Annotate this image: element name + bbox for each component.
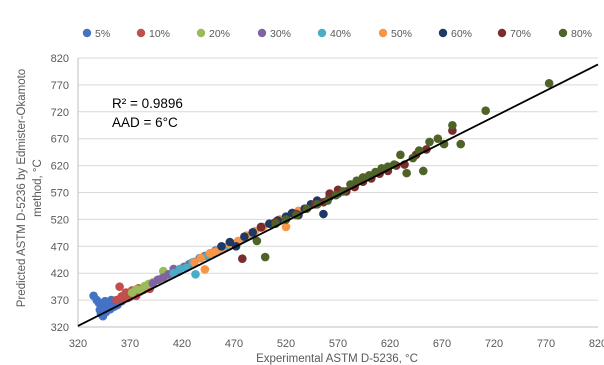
legend-label: 20% (209, 28, 230, 40)
legend-label: 10% (149, 28, 170, 40)
x-tick-label: 820 (589, 338, 604, 350)
legend-label: 40% (330, 28, 351, 40)
aad-annotation: AAD = 6°C (112, 115, 178, 130)
y-tick-label: 770 (51, 80, 69, 92)
legend-label: 5% (95, 28, 110, 40)
legend-label: 80% (571, 28, 592, 40)
x-tick-label: 770 (537, 338, 555, 350)
y-tick-label: 570 (51, 188, 69, 200)
legend-item: 60% (438, 28, 472, 40)
x-tick-label: 720 (485, 338, 503, 350)
data-point (481, 106, 490, 116)
legend-item: 10% (136, 28, 170, 40)
legend-item: 5% (82, 28, 110, 40)
r-squared-annotation: R² = 0.9896 (112, 96, 183, 111)
data-point (433, 134, 443, 143)
x-axis-title: Experimental ASTM D-5236, °C (256, 353, 418, 365)
data-point (448, 120, 457, 130)
data-point (281, 222, 291, 232)
x-tick-label: 520 (277, 338, 295, 350)
x-tick-label: 470 (225, 338, 243, 350)
legend-marker (378, 28, 388, 38)
y-tick-label: 820 (51, 53, 69, 65)
data-point (256, 223, 266, 232)
y-tick-label: 470 (51, 241, 69, 253)
y-tick-label: 420 (51, 268, 69, 280)
legend-marker (438, 28, 448, 38)
data-point (402, 168, 411, 178)
data-point (200, 265, 210, 274)
y-tick-label: 720 (51, 107, 69, 119)
data-point (544, 78, 554, 88)
legend-marker (136, 28, 146, 38)
legend: 5% 10% 20% 30% 40% 50% 60% 70% 80% (82, 28, 592, 40)
data-point (396, 150, 405, 160)
legend-marker (317, 28, 327, 38)
data-point (346, 180, 355, 189)
data-point (190, 258, 199, 267)
legend-marker (497, 28, 507, 38)
x-tick-label: 670 (433, 338, 451, 350)
x-tick-label: 320 (69, 338, 87, 350)
tick-labels: 320 370 420 470 520 570 620 670 720 770 820 320 370 4… (51, 53, 604, 350)
data-point (240, 232, 249, 241)
data-point (425, 137, 434, 147)
legend-marker (82, 28, 92, 38)
legend-item: 70% (497, 28, 531, 40)
legend-marker (196, 28, 206, 38)
legend-item: 50% (378, 28, 412, 40)
legend-marker (257, 28, 267, 38)
data-point (196, 253, 206, 263)
legend-item: 20% (196, 28, 230, 40)
y-axis-title-line2: method, °C (32, 159, 44, 217)
fit-line (77, 63, 599, 327)
y-tick-label: 370 (51, 295, 69, 307)
legend-label: 50% (391, 28, 412, 40)
y-tick-label: 520 (51, 214, 69, 226)
data-point (319, 209, 328, 219)
legend-label: 60% (451, 28, 472, 40)
axes (77, 58, 598, 328)
legend-item: 80% (558, 28, 592, 40)
data-point (217, 242, 226, 251)
data-point (252, 236, 262, 246)
data-point (191, 269, 200, 279)
x-tick-label: 620 (381, 338, 399, 350)
y-axis-title-line1: Predicted ASTM D-5236 by Edmister-Okamot… (16, 69, 28, 307)
x-tick-label: 370 (121, 338, 139, 350)
data-point (115, 282, 124, 291)
y-tick-label: 670 (51, 134, 69, 146)
y-tick-label: 320 (51, 322, 69, 334)
x-tick-label: 570 (329, 338, 347, 350)
data-point (418, 166, 428, 176)
fit-line-group (77, 63, 599, 327)
data-point (238, 254, 247, 263)
legend-marker (558, 28, 568, 38)
legend-item: 30% (257, 28, 291, 40)
legend-item: 40% (317, 28, 351, 40)
data-point (260, 252, 270, 262)
y-tick-label: 620 (51, 161, 69, 173)
legend-label: 70% (510, 28, 531, 40)
legend-label: 30% (270, 28, 291, 40)
data-point (248, 228, 258, 237)
x-tick-label: 420 (173, 338, 191, 350)
data-point (371, 167, 380, 177)
data-point (225, 237, 235, 247)
data-point (456, 139, 466, 149)
data-point (169, 268, 178, 278)
